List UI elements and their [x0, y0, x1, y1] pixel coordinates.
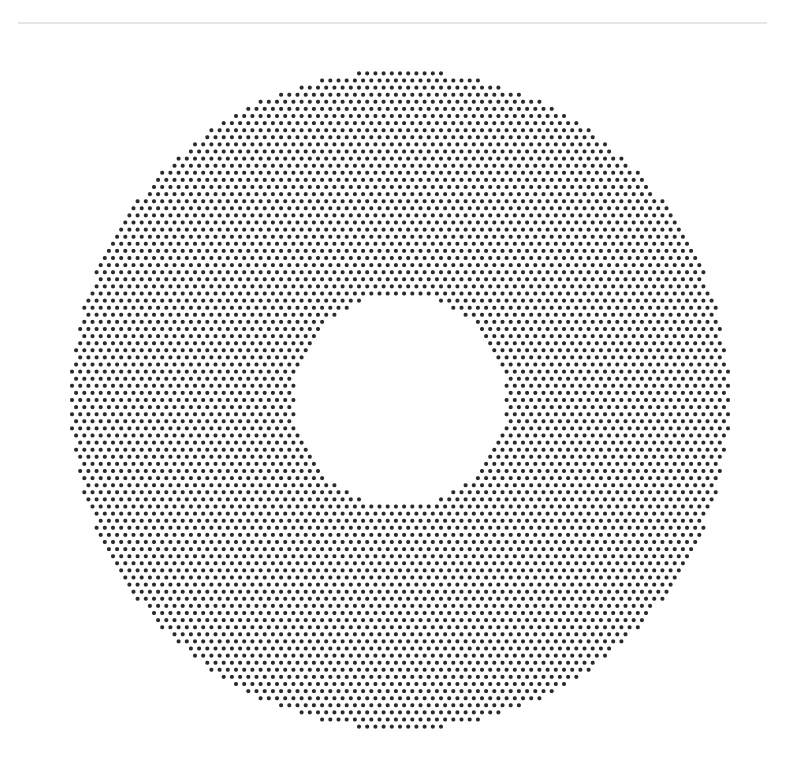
- dot-annulus-figure: [0, 38, 785, 778]
- page: [0, 0, 785, 779]
- horizontal-rule: [18, 22, 767, 24]
- dot-annulus-svg: [0, 38, 785, 778]
